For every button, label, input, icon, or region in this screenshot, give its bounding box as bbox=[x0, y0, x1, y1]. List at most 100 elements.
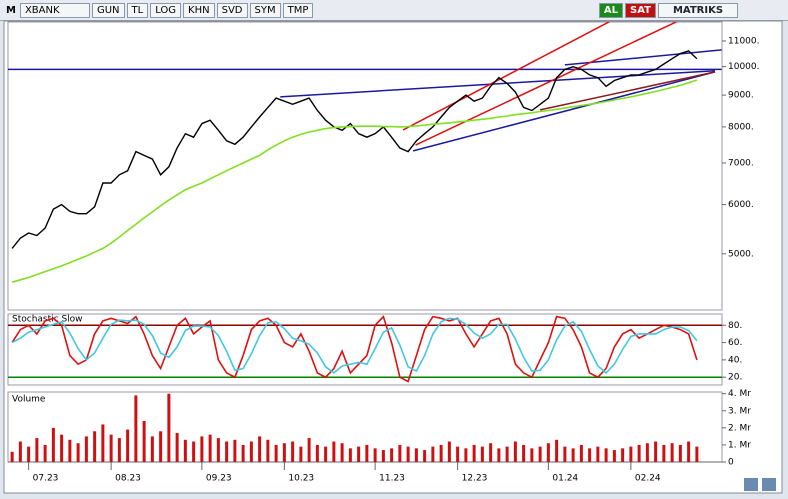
volume-bar bbox=[126, 429, 130, 462]
volume-bar bbox=[216, 438, 220, 462]
volume-bar bbox=[35, 438, 39, 462]
volume-bar bbox=[249, 441, 253, 462]
trend-line bbox=[280, 70, 716, 98]
volume-bar bbox=[167, 393, 171, 462]
volume-bar bbox=[563, 446, 567, 462]
volume-bar bbox=[662, 444, 666, 462]
volume-bar bbox=[505, 446, 509, 462]
volume-bar bbox=[398, 444, 402, 462]
toolbar-button[interactable]: GUN bbox=[91, 2, 125, 18]
volume-bar bbox=[357, 446, 361, 462]
x-tick-label: 12.23 bbox=[462, 474, 488, 484]
volume-bar bbox=[183, 439, 187, 462]
y-tick-label: 9000. bbox=[728, 91, 754, 101]
y-tick-label: 0 bbox=[728, 458, 734, 468]
x-tick-label: 01.24 bbox=[552, 474, 578, 484]
volume-bar bbox=[18, 441, 22, 462]
volume-bar bbox=[291, 441, 295, 462]
volume-bar bbox=[258, 436, 262, 462]
scroll-button[interactable] bbox=[744, 478, 758, 491]
volume-bar bbox=[588, 448, 592, 462]
toolbar-button[interactable]: KHN bbox=[183, 2, 215, 18]
x-tick-label: 11.23 bbox=[379, 474, 405, 484]
volume-bar bbox=[10, 451, 14, 462]
volume-bar bbox=[76, 443, 80, 462]
volume-bar bbox=[621, 448, 625, 462]
volume-bar bbox=[117, 438, 121, 462]
volume-bar bbox=[538, 446, 542, 462]
y-tick-label: 2. Mr bbox=[728, 423, 751, 433]
toolbar-button[interactable]: TL bbox=[126, 2, 149, 18]
volume-bar bbox=[159, 431, 163, 462]
toolbar-button[interactable]: LOG bbox=[150, 2, 182, 18]
volume-bar bbox=[142, 421, 146, 462]
volume-bar bbox=[84, 436, 88, 462]
volume-bar bbox=[530, 448, 534, 462]
y-tick-label: 4. Mr bbox=[728, 389, 751, 399]
y-tick-label: 20. bbox=[728, 373, 742, 383]
toolbar-button[interactable]: TMP bbox=[282, 2, 314, 18]
y-tick-label: 5000. bbox=[728, 249, 754, 259]
volume-bar bbox=[134, 395, 138, 462]
toolbar-button[interactable]: SVD bbox=[216, 2, 248, 18]
sell-button[interactable]: SAT bbox=[625, 2, 656, 18]
volume-bar bbox=[266, 439, 270, 462]
volume-bar bbox=[282, 443, 286, 462]
trend-line bbox=[412, 71, 716, 152]
volume-bar bbox=[192, 441, 196, 462]
volume-bar bbox=[472, 444, 476, 462]
volume-bar bbox=[307, 438, 311, 462]
volume-bar bbox=[274, 444, 278, 462]
volume-bar bbox=[315, 444, 319, 462]
volume-bar bbox=[513, 441, 517, 462]
volume-bar bbox=[678, 444, 682, 462]
volume-bar bbox=[629, 446, 633, 462]
volume-bar bbox=[489, 443, 493, 462]
volume-bar bbox=[27, 446, 31, 462]
volume-bar bbox=[109, 434, 113, 462]
volume-bar bbox=[43, 444, 47, 462]
volume-bar bbox=[604, 448, 608, 462]
volume-bar bbox=[340, 443, 344, 462]
volume-bar bbox=[51, 427, 55, 462]
plot bbox=[11, 315, 698, 383]
volume-bar bbox=[299, 446, 303, 462]
logo: M bbox=[6, 4, 16, 16]
symbol[interactable]: XBANK bbox=[19, 2, 90, 18]
trend-line bbox=[402, 22, 611, 131]
buy-button[interactable]: AL bbox=[598, 2, 623, 18]
volume-bar bbox=[381, 450, 385, 462]
y-tick-label: 10000. bbox=[728, 62, 760, 72]
volume-bar bbox=[431, 446, 435, 462]
volume-bar bbox=[423, 450, 427, 462]
volume-bar bbox=[637, 444, 641, 462]
volume-bar bbox=[645, 443, 649, 462]
volume-bar bbox=[60, 434, 64, 462]
y-tick-label: 8000. bbox=[728, 122, 754, 132]
trend-line bbox=[539, 71, 716, 111]
x-tick-label: 02.24 bbox=[635, 474, 661, 484]
plot bbox=[8, 22, 722, 283]
trend-line bbox=[415, 22, 678, 146]
volume-bar bbox=[546, 443, 550, 462]
volume-bar bbox=[654, 441, 658, 462]
volume-bar bbox=[93, 431, 97, 462]
volume-bar bbox=[150, 436, 154, 462]
scroll-button[interactable] bbox=[762, 478, 776, 491]
toolbar-button[interactable]: SYM bbox=[249, 2, 281, 18]
volume-bar bbox=[695, 446, 699, 462]
series-line bbox=[11, 79, 698, 283]
x-tick-label: 10.23 bbox=[288, 474, 314, 484]
y-tick-label: 3. Mr bbox=[728, 406, 751, 416]
price-panel bbox=[7, 21, 723, 311]
series-line bbox=[11, 317, 698, 374]
volume-bar bbox=[670, 443, 674, 462]
volume-bar bbox=[365, 444, 369, 462]
volume-bar bbox=[571, 448, 575, 462]
volume-bar bbox=[480, 446, 484, 462]
volume-bar bbox=[68, 439, 72, 462]
plot bbox=[10, 393, 699, 462]
volume-bar bbox=[208, 434, 212, 462]
volume-bar bbox=[439, 444, 443, 462]
